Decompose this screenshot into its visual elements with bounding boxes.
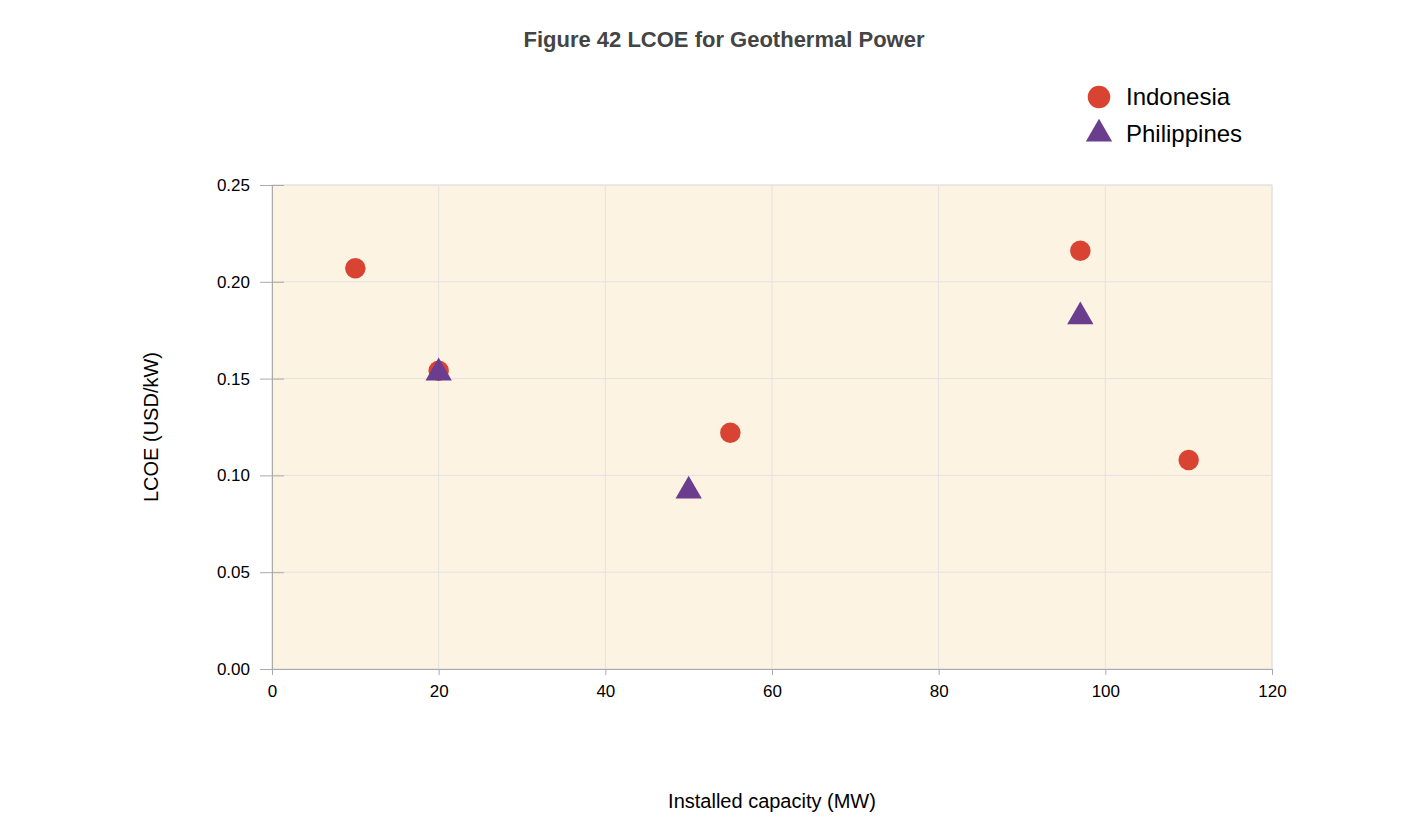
tick: 0.25 xyxy=(217,176,284,195)
tick-label: 80 xyxy=(930,682,949,701)
tick: 20 xyxy=(430,669,449,701)
tick: 120 xyxy=(1258,669,1286,701)
tick-label: 100 xyxy=(1092,682,1120,701)
grid-line xyxy=(272,572,1272,573)
point xyxy=(720,423,740,443)
grid xyxy=(272,185,1272,669)
series xyxy=(345,241,1199,471)
legend-symbol xyxy=(1088,86,1111,109)
tick-label: 0.05 xyxy=(217,563,250,582)
point xyxy=(676,476,702,499)
tick-mark xyxy=(1272,669,1273,675)
title: Figure 42 LCOE for Geothermal Power xyxy=(524,27,925,52)
grid-line xyxy=(272,185,1272,186)
tick: 80 xyxy=(930,669,949,701)
legend-symbol xyxy=(1086,119,1112,142)
tick-mark xyxy=(260,572,284,573)
point xyxy=(426,358,452,381)
series xyxy=(426,301,1094,498)
axis-line xyxy=(273,670,1273,676)
tick-label: 0.00 xyxy=(217,660,250,679)
tick: 0.10 xyxy=(217,466,284,485)
tick-label: 60 xyxy=(763,682,782,701)
tick-mark xyxy=(439,669,440,675)
grid-line xyxy=(605,185,606,669)
tick-label: 40 xyxy=(596,682,615,701)
tick: 0.00 xyxy=(217,660,284,679)
marks xyxy=(345,241,1199,499)
tick-label: 120 xyxy=(1258,682,1286,701)
legend-label: Philippines xyxy=(1126,120,1242,147)
tick-mark xyxy=(260,185,284,186)
grid-line xyxy=(1272,185,1273,669)
tick: 40 xyxy=(596,669,615,701)
tick-label: 20 xyxy=(430,682,449,701)
y-axis: 0.00 0.05 0.10 0.15 0.20 0.25 xyxy=(217,176,284,679)
point xyxy=(1070,241,1090,261)
tick-mark xyxy=(772,669,773,675)
tick-mark xyxy=(260,475,284,476)
point xyxy=(345,258,365,278)
tick-mark xyxy=(260,379,284,380)
grid-line xyxy=(1105,185,1106,669)
grid-line xyxy=(938,185,939,669)
tick-mark xyxy=(260,282,284,283)
grid-line xyxy=(272,281,1272,282)
tick-label: 0.25 xyxy=(217,176,250,195)
tick: 0.15 xyxy=(217,370,284,389)
tick-label: 0.15 xyxy=(217,370,250,389)
legend-label: Indonesia xyxy=(1126,83,1231,110)
tick-label: 0.20 xyxy=(217,273,250,292)
grid-line xyxy=(772,185,773,669)
tick: 0.05 xyxy=(217,563,284,582)
grid-line xyxy=(272,475,1272,476)
tick-label: 0 xyxy=(268,682,277,701)
x-axis-title: Installed capacity (MW) xyxy=(668,790,876,812)
tick-mark xyxy=(1105,669,1106,675)
point xyxy=(1067,301,1093,324)
tick-label: 0.10 xyxy=(217,466,250,485)
tick-mark xyxy=(939,669,940,675)
tick-mark xyxy=(260,669,284,670)
tick-mark xyxy=(605,669,606,675)
plot-area xyxy=(272,185,1272,669)
x-axis: 0 20 40 60 80 100 120 xyxy=(268,669,1287,701)
tick: 100 xyxy=(1092,669,1120,701)
point xyxy=(1178,450,1198,470)
chart: 0 20 40 60 80 100 120 0.00 0.05 0.10 0.15 0.20 0.25 F… xyxy=(0,0,1426,840)
tick: 60 xyxy=(763,669,782,701)
y-axis-title: LCOE (USD/kW) xyxy=(140,352,162,502)
axis-line xyxy=(260,186,273,670)
legend: Indonesia Philippines xyxy=(1086,83,1242,147)
tick: 0.20 xyxy=(217,273,284,292)
grid-line xyxy=(438,185,439,669)
grid-line xyxy=(272,378,1272,379)
tick: 0 xyxy=(268,669,277,701)
